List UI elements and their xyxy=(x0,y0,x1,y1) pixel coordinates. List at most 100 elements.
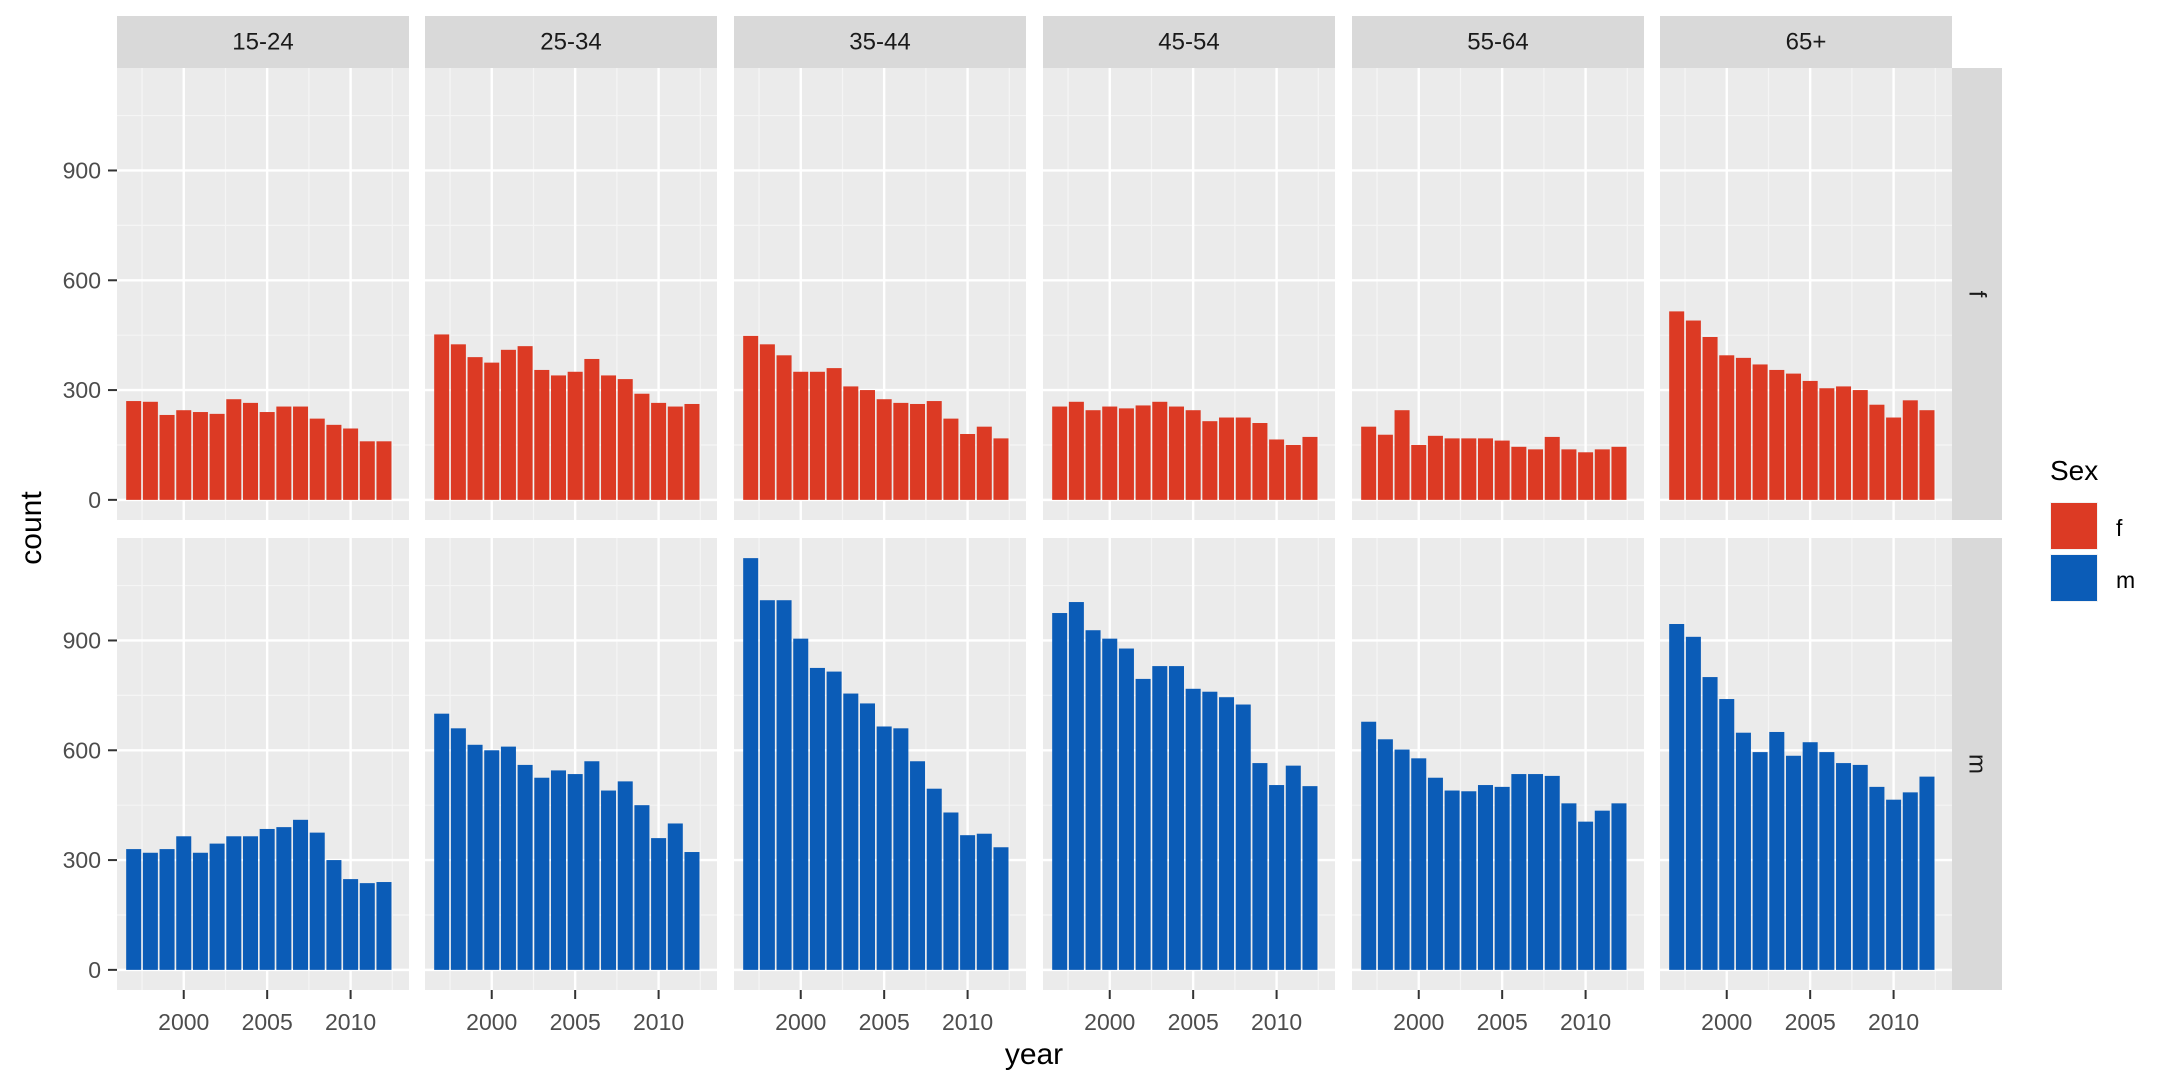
facet-panel-f-25-34 xyxy=(425,68,717,520)
bar-m-25-34-2006 xyxy=(584,761,600,970)
column-strip-label: 15-24 xyxy=(232,29,293,56)
row-strip-label: m xyxy=(1964,754,1991,774)
column-strip-label: 55-64 xyxy=(1467,29,1528,56)
x-tick-label: 2000 xyxy=(1084,1009,1135,1035)
row-strip-background xyxy=(1952,538,2002,990)
bar-f-25-34-2002 xyxy=(517,346,533,500)
column-strip-label: 35-44 xyxy=(849,29,910,56)
bar-m-45-54-2011 xyxy=(1285,765,1301,970)
bar-m-25-34-2011 xyxy=(667,823,683,970)
bar-m-25-34-1998 xyxy=(450,728,466,970)
bar-m-55-64-2005 xyxy=(1494,786,1510,970)
x-tick-label: 2005 xyxy=(550,1009,601,1035)
bar-m-25-34-2009 xyxy=(634,805,650,970)
x-tick-label: 2010 xyxy=(1560,1009,1611,1035)
bar-f-35-44-2005 xyxy=(876,399,892,500)
bar-f-35-44-2009 xyxy=(943,418,959,500)
bar-m-45-54-2010 xyxy=(1269,785,1285,970)
bar-m-15-24-2002 xyxy=(209,843,225,970)
bar-f-35-44-1998 xyxy=(759,344,775,500)
bar-f-55-64-2003 xyxy=(1461,438,1477,500)
bar-f-15-24-2000 xyxy=(176,410,192,500)
bar-f-35-44-2001 xyxy=(809,371,825,500)
legend-item-m: m xyxy=(2050,554,2135,602)
bar-f-25-34-2006 xyxy=(584,358,600,500)
bar-m-25-34-1997 xyxy=(434,713,450,970)
legend-label: m xyxy=(2116,567,2135,593)
bar-m-45-54-1998 xyxy=(1068,602,1084,970)
bar-m-15-24-1997 xyxy=(126,849,142,970)
bar-f-55-64-2011 xyxy=(1594,449,1610,500)
row-strips: fm xyxy=(1952,68,2002,990)
bar-m-35-44-2001 xyxy=(809,667,825,970)
bar-f-15-24-1999 xyxy=(159,414,175,500)
x-axis-45-54: 2000 2005 2010 xyxy=(1084,990,1302,1035)
bar-f-55-64-2000 xyxy=(1411,444,1427,500)
bar-f-45-54-2011 xyxy=(1285,444,1301,500)
x-tick-label: 2005 xyxy=(1477,1009,1528,1035)
y-tick-label: 0 xyxy=(88,487,101,513)
column-strip-35-44: 35-44 xyxy=(734,16,1026,68)
bar-m-65+-2006 xyxy=(1819,752,1835,970)
facet-panel-m-45-54 xyxy=(1043,538,1335,990)
x-axis-35-44: 2000 2005 2010 xyxy=(775,990,993,1035)
x-tick-label: 2010 xyxy=(1251,1009,1302,1035)
facet-panel-m-25-34 xyxy=(425,538,717,990)
bar-f-65+-2010 xyxy=(1886,417,1902,500)
y-tick-label: 0 xyxy=(88,957,101,983)
bar-m-45-54-2009 xyxy=(1252,763,1268,970)
y-axis-title: count xyxy=(15,491,48,565)
x-tick-label: 2000 xyxy=(1393,1009,1444,1035)
bar-f-65+-2012 xyxy=(1919,410,1935,500)
bar-f-55-64-2001 xyxy=(1427,435,1443,500)
column-strip-45-54: 45-54 xyxy=(1043,16,1335,68)
x-axis-55-64: 2000 2005 2010 xyxy=(1393,990,1611,1035)
x-tick-label: 2000 xyxy=(775,1009,826,1035)
y-tick-label: 300 xyxy=(63,847,101,873)
bar-f-65+-2004 xyxy=(1785,373,1801,500)
bar-f-45-54-2009 xyxy=(1252,423,1268,500)
bar-f-15-24-2010 xyxy=(343,428,359,500)
bar-f-65+-1997 xyxy=(1669,311,1685,500)
bar-m-35-44-1997 xyxy=(743,558,759,970)
legend-key-swatch xyxy=(2051,555,2097,601)
bar-m-65+-2011 xyxy=(1902,792,1918,970)
x-axis-15-24: 2000 2005 2010 xyxy=(158,990,376,1035)
bar-f-65+-2002 xyxy=(1752,364,1768,500)
y-tick-label: 600 xyxy=(63,737,101,763)
bar-f-25-34-1999 xyxy=(467,357,483,500)
bar-m-15-24-2007 xyxy=(293,819,309,970)
bar-m-45-54-1999 xyxy=(1085,630,1101,970)
row-strip-f: f xyxy=(1952,68,2002,520)
bar-m-65+-1997 xyxy=(1669,624,1685,970)
bar-f-15-24-2009 xyxy=(326,424,342,500)
bar-m-45-54-2003 xyxy=(1152,666,1168,970)
column-strip-65+: 65+ xyxy=(1660,16,1952,68)
column-strip-background xyxy=(1660,16,1952,68)
bar-m-25-34-2010 xyxy=(651,838,667,970)
bar-f-25-34-2008 xyxy=(617,379,633,500)
x-tick-label: 2000 xyxy=(158,1009,209,1035)
bar-m-55-64-2000 xyxy=(1411,758,1427,970)
column-strip-background xyxy=(734,16,1026,68)
column-strip-25-34: 25-34 xyxy=(425,16,717,68)
x-tick-label: 2010 xyxy=(633,1009,684,1035)
bar-m-45-54-2000 xyxy=(1102,638,1118,970)
bar-m-15-24-2009 xyxy=(326,860,342,970)
column-strip-background xyxy=(425,16,717,68)
bar-m-15-24-2006 xyxy=(276,827,292,970)
bar-f-15-24-2011 xyxy=(359,441,375,500)
bar-f-55-64-1998 xyxy=(1377,434,1393,500)
x-axis-65+: 2000 2005 2010 xyxy=(1701,990,1919,1035)
bar-f-65+-1999 xyxy=(1702,337,1718,500)
bar-f-15-24-2003 xyxy=(226,399,242,500)
bar-m-35-44-2000 xyxy=(793,638,809,970)
bar-m-45-54-2002 xyxy=(1135,678,1151,970)
bar-f-25-34-2003 xyxy=(534,369,550,500)
bar-m-25-34-2005 xyxy=(567,774,583,970)
bar-m-65+-2010 xyxy=(1886,799,1902,970)
bar-m-25-34-2008 xyxy=(617,781,633,970)
bar-f-25-34-1997 xyxy=(434,334,450,500)
bar-f-15-24-2012 xyxy=(376,441,392,500)
row-strip-background xyxy=(1952,68,2002,520)
